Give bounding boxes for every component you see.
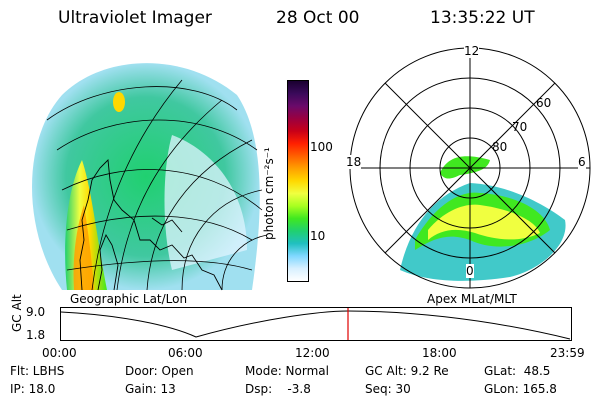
colorbar-tick-100: 100 [310,140,333,154]
colorbar-tick-10: 10 [310,229,326,243]
mlt-label-12: 12 [464,44,480,58]
mlt-label-0: 0 [466,264,474,278]
altitude-timeline[interactable] [60,307,572,341]
timeline-tick-1200: 12:00 [295,346,330,360]
aurora-spot [113,92,125,112]
gain-info: Gain: 13 [125,382,176,396]
polar-aurora-inner [428,204,540,240]
polar-aurora [400,156,566,281]
timeline-ymax-label: 9.0 [26,305,46,319]
timeline-ymin-label: 1.8 [26,328,46,342]
filter-info: Flt: LBHS [10,364,65,378]
gc-alt-info: GC Alt: 9.2 Re [365,364,449,378]
glon-info: GLon: 165.8 [484,382,557,396]
mlt-label-18: 18 [346,155,362,169]
seq-info: Seq: 30 [365,382,411,396]
lat-lon-grid [46,79,268,291]
mode-info: Mode: Normal [245,364,329,378]
glat-info: GLat: 48.5 [484,364,551,378]
mlt-label-6: 6 [578,155,586,169]
colorbar-units-label: photon cm⁻²s⁻¹ [262,147,276,240]
colorbar-gradient [288,81,308,281]
image-date: 28 Oct 00 [276,8,360,28]
pale-region [164,135,247,270]
image-time: 13:35:22 UT [430,8,535,28]
mlat-label-80: 80 [492,140,508,154]
polar-plot-panel [349,47,591,289]
timeline-tick-2359: 23:59 [550,346,585,360]
polar-panel-label: Apex MLat/MLT [427,292,517,306]
globe-panel-label: Geographic Lat/Lon [70,292,188,306]
timeline-tick-1800: 18:00 [422,346,457,360]
coastlines [79,159,223,291]
colorbar [287,80,309,282]
polar-grid [349,47,591,289]
polar-aurora-cusp [440,156,490,179]
timeline-axis-label: GC Alt [10,294,24,332]
door-info: Door: Open [125,364,194,378]
geographic-image-panel [32,63,268,291]
ip-info: IP: 18.0 [10,382,56,396]
mlat-label-70: 70 [512,120,528,134]
timeline-tick-0000: 00:00 [42,346,77,360]
mlat-label-60: 60 [536,96,552,110]
altitude-curve [60,310,571,340]
instrument-title: Ultraviolet Imager [58,8,212,28]
timeline-tick-0600: 06:00 [168,346,203,360]
dsp-info: Dsp: -3.8 [245,382,311,396]
